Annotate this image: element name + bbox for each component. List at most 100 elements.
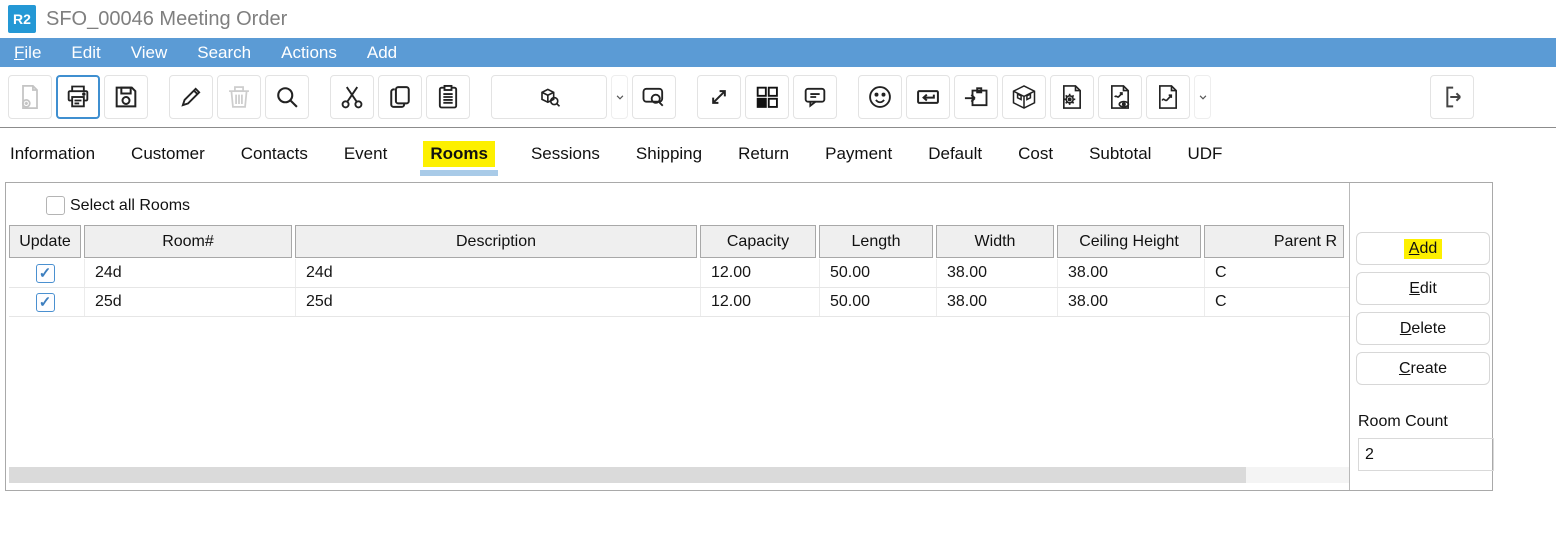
select-all-checkbox[interactable] xyxy=(46,196,65,215)
menu-add[interactable]: Add xyxy=(366,42,398,62)
menu-view[interactable]: View xyxy=(130,42,168,62)
cell-description: 25d xyxy=(295,288,697,316)
select-all-rooms[interactable]: Select all Rooms xyxy=(46,196,190,215)
edit-button[interactable] xyxy=(169,75,213,119)
cut-icon xyxy=(341,86,363,109)
copy-button[interactable] xyxy=(378,75,422,119)
cell-ceiling-height: 38.00 xyxy=(1057,259,1201,287)
print-button[interactable] xyxy=(56,75,100,119)
tab-payment[interactable]: Payment xyxy=(825,144,893,163)
new-document-icon xyxy=(21,85,38,109)
search-icon xyxy=(277,87,298,108)
menu-file[interactable]: File xyxy=(14,42,42,62)
report-chart-button[interactable] xyxy=(1146,75,1190,119)
new-document-button[interactable] xyxy=(8,75,52,119)
tab-subtotal[interactable]: Subtotal xyxy=(1089,144,1152,163)
search-button[interactable] xyxy=(265,75,309,119)
page-gear-icon xyxy=(1063,85,1081,109)
smiley-button[interactable] xyxy=(858,75,902,119)
column-header-parent-room[interactable]: Parent R xyxy=(1204,225,1344,258)
edit-button-label: Edit xyxy=(1409,279,1437,297)
tab-event[interactable]: Event xyxy=(343,144,388,163)
cell-width: 38.00 xyxy=(936,288,1054,316)
add-button[interactable]: Add xyxy=(1356,232,1490,265)
menu-bar: File Edit View Search Actions Add xyxy=(0,38,1556,67)
room-view-button[interactable] xyxy=(1002,75,1046,119)
horizontal-scrollbar[interactable] xyxy=(9,467,1349,483)
menu-edit[interactable]: Edit xyxy=(71,42,101,62)
cell-length: 50.00 xyxy=(819,288,933,316)
report-preview-icon xyxy=(1111,85,1130,109)
cell-room-number: 24d xyxy=(84,259,292,287)
app-logo-icon: R2 xyxy=(8,5,36,33)
tab-contacts[interactable]: Contacts xyxy=(240,144,308,163)
item-search-dropdown[interactable] xyxy=(611,75,628,119)
page-settings-button[interactable] xyxy=(1050,75,1094,119)
column-header-width[interactable]: Width xyxy=(936,225,1054,258)
trash-icon xyxy=(229,86,249,108)
column-header-ceiling-height[interactable]: Ceiling Height xyxy=(1057,225,1201,258)
cell-width: 38.00 xyxy=(936,259,1054,287)
paste-button[interactable] xyxy=(426,75,470,119)
comment-button[interactable] xyxy=(793,75,837,119)
tab-customer[interactable]: Customer xyxy=(131,144,205,163)
pencil-icon xyxy=(181,87,201,107)
scrollbar-thumb[interactable] xyxy=(9,467,1246,483)
rooms-table-body: ✓ 24d 24d 12.00 50.00 38.00 38.00 C ✓ 25… xyxy=(9,259,1349,317)
chevron-down-icon xyxy=(1199,95,1206,100)
item-search-button[interactable] xyxy=(491,75,607,119)
tab-shipping[interactable]: Shipping xyxy=(635,144,703,163)
table-row[interactable]: ✓ 25d 25d 12.00 50.00 38.00 38.00 C xyxy=(9,288,1349,317)
report-dropdown[interactable] xyxy=(1194,75,1211,119)
delete-button-label: Delete xyxy=(1399,319,1447,337)
menu-actions[interactable]: Actions xyxy=(281,42,337,62)
create-button[interactable]: Create xyxy=(1356,352,1490,385)
paste-icon xyxy=(438,84,458,109)
cell-update: ✓ xyxy=(9,259,81,287)
column-header-room-number[interactable]: Room# xyxy=(84,225,292,258)
tab-udf[interactable]: UDF xyxy=(1187,144,1223,163)
room-count-label: Room Count xyxy=(1358,413,1448,430)
column-header-update[interactable]: Update xyxy=(9,225,81,258)
checkin-button[interactable] xyxy=(954,75,998,119)
delete-button[interactable]: Delete xyxy=(1356,312,1490,345)
item-search-icon xyxy=(541,88,561,107)
exit-icon xyxy=(1446,86,1461,108)
comment-search-button[interactable] xyxy=(632,75,676,119)
room-actions: Add Edit Delete Create xyxy=(1356,232,1494,385)
panel-divider xyxy=(1349,183,1350,490)
menu-search[interactable]: Search xyxy=(197,42,252,62)
expand-button[interactable] xyxy=(697,75,741,119)
return-box-icon xyxy=(917,90,939,104)
tab-information[interactable]: Information xyxy=(10,144,96,163)
cell-parent-room: C xyxy=(1204,259,1344,287)
tab-return[interactable]: Return xyxy=(738,144,790,163)
cut-button[interactable] xyxy=(330,75,374,119)
tab-sessions[interactable]: Sessions xyxy=(530,144,600,163)
column-header-description[interactable]: Description xyxy=(295,225,697,258)
column-header-length[interactable]: Length xyxy=(819,225,933,258)
table-row[interactable]: ✓ 24d 24d 12.00 50.00 38.00 38.00 C xyxy=(9,259,1349,288)
edit-button[interactable]: Edit xyxy=(1356,272,1490,305)
tiles-button[interactable] xyxy=(745,75,789,119)
column-header-capacity[interactable]: Capacity xyxy=(700,225,816,258)
cell-capacity: 12.00 xyxy=(700,288,816,316)
tiles-icon xyxy=(756,86,778,108)
return-button[interactable] xyxy=(906,75,950,119)
save-button[interactable] xyxy=(104,75,148,119)
exit-button[interactable] xyxy=(1430,75,1474,119)
room-3d-icon xyxy=(1012,85,1036,109)
room-count-value: 2 xyxy=(1358,438,1494,471)
report-preview-button[interactable] xyxy=(1098,75,1142,119)
row-update-checkbox[interactable]: ✓ xyxy=(35,263,55,283)
delete-button[interactable] xyxy=(217,75,261,119)
save-icon xyxy=(115,86,137,108)
tab-rooms[interactable]: Rooms xyxy=(420,141,498,176)
comment-search-icon xyxy=(642,87,664,107)
row-update-checkbox[interactable]: ✓ xyxy=(35,292,55,312)
tab-cost[interactable]: Cost xyxy=(1018,144,1054,163)
toolbar xyxy=(0,67,1556,128)
tab-default[interactable]: Default xyxy=(928,144,983,163)
select-all-label: Select all Rooms xyxy=(70,196,191,214)
cell-length: 50.00 xyxy=(819,259,933,287)
